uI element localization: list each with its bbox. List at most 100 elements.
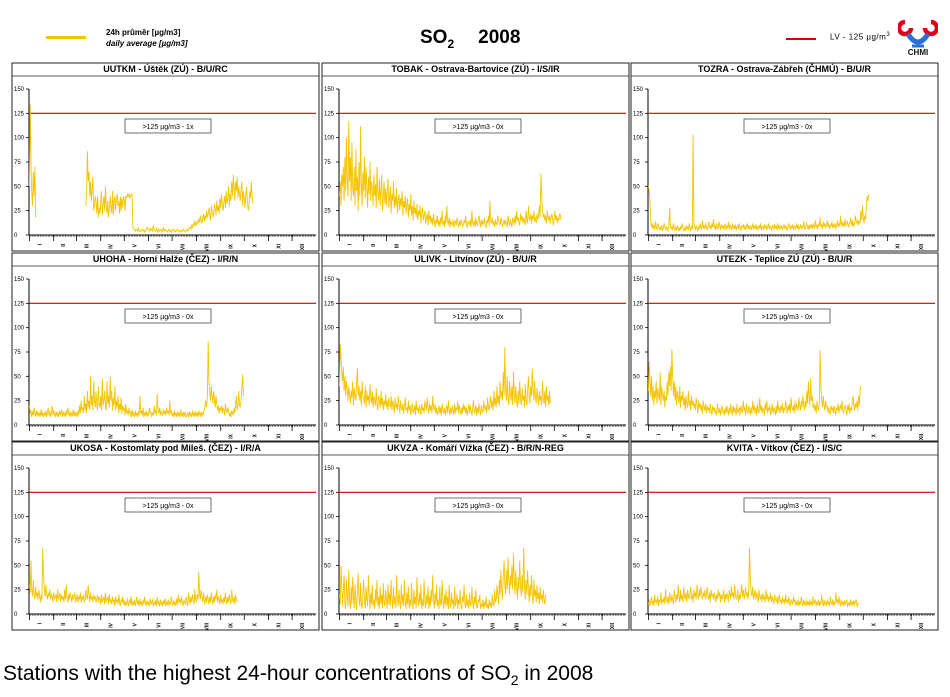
month-label: VII xyxy=(490,433,496,440)
chart-title: UTEZK - Teplice ZÚ (ZÚ) - B/U/R xyxy=(717,253,853,264)
month-label: X xyxy=(871,433,877,437)
month-label: X xyxy=(562,433,568,437)
exceedance-label: >125 µg/m3 - 0x xyxy=(453,124,504,131)
month-label: XII xyxy=(300,433,306,440)
month-label: VI xyxy=(156,243,162,248)
month-label: IX xyxy=(538,433,544,438)
chart-title: UUTKM - Úštěk (ZÚ) - B/U/RC xyxy=(103,63,228,74)
y-tick-label: 25 xyxy=(324,588,331,594)
y-tick-label: 25 xyxy=(324,399,331,405)
month-label: V xyxy=(442,622,448,626)
month-label: IX xyxy=(228,433,234,438)
station-charts: UUTKM - Úštěk (ZÚ) - B/U/RC 0 25 50 75 100 125… xyxy=(11,62,939,631)
chart-frame xyxy=(630,62,939,252)
main-title: SO2 2008 xyxy=(420,27,520,51)
month-label: VII xyxy=(799,622,805,629)
month-label: IX xyxy=(228,622,234,627)
y-tick-label: 125 xyxy=(633,490,644,496)
y-tick-label: 75 xyxy=(324,350,331,356)
month-label: IV xyxy=(109,243,115,248)
y-tick-label: 50 xyxy=(633,184,640,190)
caption-text: Stations with the highest 24-hour concen… xyxy=(3,662,511,685)
month-label: X xyxy=(252,433,258,437)
station-chart: UHOHA - Horní Halže (ČEZ) - I/R/N 0 25 50 75… xyxy=(11,252,320,442)
title-pollutant: SO xyxy=(420,27,448,48)
month-label: X xyxy=(252,243,258,247)
y-tick-label: 75 xyxy=(324,539,331,545)
chart-frame xyxy=(11,252,320,442)
month-label: XI xyxy=(895,622,901,627)
y-tick-label: 0 xyxy=(324,423,328,429)
series-legend-swatch xyxy=(46,36,86,39)
month-label: V xyxy=(132,622,138,626)
month-label: VIII xyxy=(515,243,521,251)
y-tick-label: 50 xyxy=(324,374,331,380)
month-label: XI xyxy=(276,433,282,438)
y-tick-label: 0 xyxy=(324,612,328,618)
month-label: XI xyxy=(276,243,282,248)
month-label: IV xyxy=(419,622,425,627)
station-chart: TOBAK - Ostrava-Bartovice (ZÚ) - I/S/IR 0… xyxy=(321,62,630,252)
exceedance-label: >125 µg/m3 - 0x xyxy=(453,314,504,321)
month-label: VIII xyxy=(205,433,211,441)
charts-svg: UUTKM - Úštěk (ZÚ) - B/U/RC 0 25 50 75 100 125… xyxy=(11,62,939,631)
y-tick-label: 75 xyxy=(324,160,331,166)
limit-legend-label: LV - 125 µg/m3 xyxy=(830,32,891,42)
caption-subscript: 2 xyxy=(510,672,519,689)
y-tick-label: 50 xyxy=(14,563,21,569)
series-legend-label-en: daily average [µg/m3] xyxy=(106,39,188,48)
month-label: IX xyxy=(847,433,853,438)
series-line xyxy=(28,104,254,234)
month-label: IV xyxy=(728,433,734,438)
month-label: XII xyxy=(610,622,616,629)
exceedance-box xyxy=(434,308,522,324)
y-tick-label: 100 xyxy=(14,515,25,521)
exceedance-box xyxy=(434,118,522,134)
y-tick-label: 150 xyxy=(324,277,335,283)
month-label: X xyxy=(871,622,877,626)
y-tick-label: 75 xyxy=(633,350,640,356)
month-label: VII xyxy=(799,433,805,440)
y-tick-label: 75 xyxy=(14,350,21,356)
month-label: VIII xyxy=(515,433,521,441)
month-label: XII xyxy=(610,243,616,250)
station-chart: ULIVK - Litvínov (ZÚ) - B/U/R 0 25 50 75 100 1… xyxy=(321,252,630,442)
exceedance-box xyxy=(434,497,522,513)
month-label: V xyxy=(442,243,448,247)
month-label: XII xyxy=(919,243,925,250)
month-label: XII xyxy=(300,243,306,250)
limit-legend-sup: 3 xyxy=(886,32,891,38)
month-label: VIII xyxy=(205,622,211,630)
exceedance-box xyxy=(124,497,212,513)
y-tick-label: 150 xyxy=(14,277,25,283)
month-label: IV xyxy=(728,622,734,627)
month-label: III xyxy=(85,433,91,438)
station-chart: UKOSA - Kostomlaty pod Mileš. (ČEZ) - I/… xyxy=(11,441,320,631)
month-label: VII xyxy=(490,622,496,629)
limit-legend-swatch xyxy=(786,38,816,40)
exceedance-box xyxy=(124,118,212,134)
series-legend-label-cz: 24h průměr [µg/m3] xyxy=(106,28,181,37)
exceedance-label: >125 µg/m3 - 0x xyxy=(762,314,813,321)
month-label: VI xyxy=(156,622,162,627)
y-tick-label: 125 xyxy=(633,301,644,307)
exceedance-box xyxy=(124,308,212,324)
month-label: VIII xyxy=(824,243,830,251)
month-label: IV xyxy=(419,433,425,438)
month-label: I xyxy=(38,622,44,624)
y-tick-label: 0 xyxy=(633,233,637,239)
month-label: XII xyxy=(610,433,616,440)
month-label: IX xyxy=(228,243,234,248)
y-tick-label: 125 xyxy=(14,111,25,117)
y-tick-label: 150 xyxy=(14,466,25,472)
month-label: XI xyxy=(586,433,592,438)
month-label: VI xyxy=(775,243,781,248)
month-label: XII xyxy=(300,622,306,629)
month-label: V xyxy=(751,622,757,626)
month-label: I xyxy=(348,243,354,245)
y-tick-label: 100 xyxy=(324,515,335,521)
month-label: III xyxy=(395,243,401,248)
month-label: I xyxy=(38,433,44,435)
month-label: I xyxy=(657,243,663,245)
month-label: XI xyxy=(586,622,592,627)
